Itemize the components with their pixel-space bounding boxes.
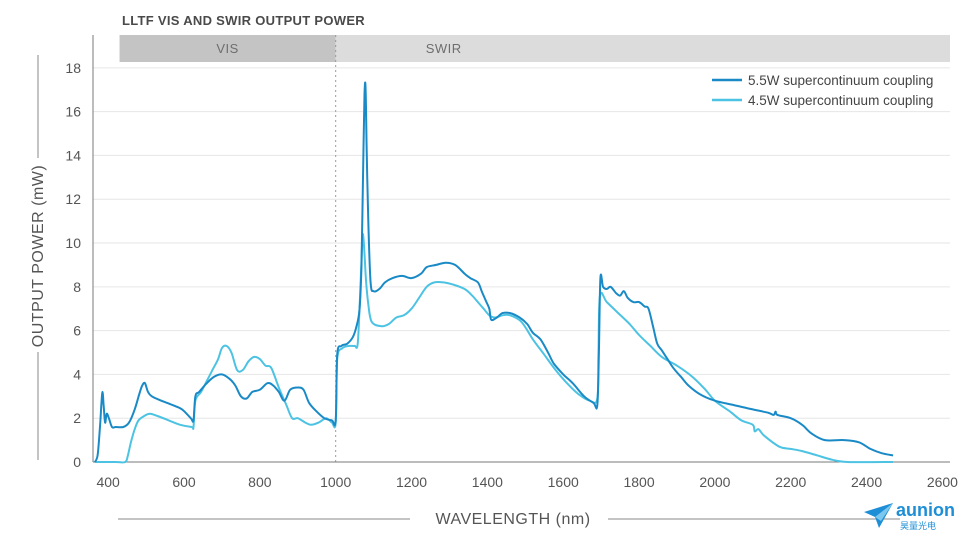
band-vis (119, 35, 336, 62)
x-tick-label: 800 (248, 474, 272, 490)
logo-sub: 昊量光电 (900, 520, 936, 532)
y-tick-label: 12 (65, 191, 81, 207)
x-tick-label: 1000 (320, 474, 351, 490)
x-tick-label: 1400 (472, 474, 503, 490)
x-tick-label: 2000 (699, 474, 730, 490)
y-tick-label: 18 (65, 60, 81, 76)
band-label-swir: SWIR (426, 41, 462, 56)
x-tick-label: 2400 (851, 474, 882, 490)
x-tick-label: 600 (172, 474, 196, 490)
y-tick-label: 14 (65, 147, 81, 163)
legend-label: 5.5W supercontinuum coupling (748, 73, 933, 88)
y-tick-labels: 0 2 4 6 8 10 12 14 16 18 (65, 60, 81, 470)
y-tick-label: 8 (73, 279, 81, 295)
x-tick-label: 400 (96, 474, 120, 490)
gridlines (93, 67, 950, 419)
legend: 5.5W supercontinuum coupling 4.5W superco… (712, 73, 933, 108)
y-tick-label: 2 (73, 410, 81, 426)
y-axis-label: OUTPUT POWER (mW) (30, 165, 47, 347)
paper-plane-fold-icon (875, 503, 893, 521)
band-swir (335, 35, 950, 62)
series-line-4_5W (94, 232, 894, 464)
x-tick-label: 1800 (623, 474, 654, 490)
logo-brand: aunion (896, 500, 955, 520)
x-tick-label: 2600 (927, 474, 958, 490)
band-label-vis: VIS (216, 41, 238, 56)
series-lines (93, 81, 894, 464)
chart-title: LLTF VIS AND SWIR OUTPUT POWER (122, 13, 365, 28)
series-line-5_5W (93, 81, 894, 463)
legend-label: 4.5W supercontinuum coupling (748, 93, 933, 108)
y-tick-label: 10 (65, 235, 81, 251)
y-tick-label: 6 (73, 323, 81, 339)
brand-logo: aunion 昊量光电 (864, 500, 955, 532)
x-axis-label: WAVELENGTH (nm) (435, 511, 590, 528)
x-tick-label: 1200 (396, 474, 427, 490)
x-tick-labels: 400 600 800 1000 1200 1400 1600 1800 2000 2200 240… (96, 474, 958, 490)
x-tick-label: 2200 (775, 474, 806, 490)
y-tick-label: 0 (73, 454, 81, 470)
x-tick-label: 1600 (548, 474, 579, 490)
y-tick-label: 4 (73, 366, 81, 382)
band-strips: VIS SWIR (119, 35, 950, 62)
y-tick-label: 16 (65, 104, 81, 120)
